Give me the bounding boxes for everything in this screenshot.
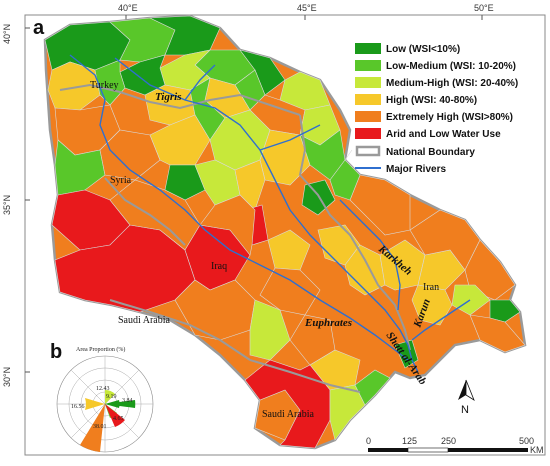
lat-tick-30: 30°N — [2, 367, 12, 387]
legend-label-medium-high: Medium-High (WSI: 20-40%) — [386, 78, 518, 89]
lon-tick-50: 50°E — [474, 3, 494, 13]
inset-value-6: 4.65 — [113, 416, 124, 422]
legend-label-extremely-high: Extremely High (WSI>80%) — [386, 112, 513, 123]
river-karun — [411, 299, 471, 341]
lon-tick-40: 40°E — [118, 3, 138, 13]
scale-bar: 0 125 250 500 KM — [366, 436, 544, 455]
inset-value-1: 12.43 — [96, 386, 110, 392]
legend-label-boundary: National Boundary — [386, 147, 475, 158]
panel-label-a: a — [33, 17, 45, 39]
legend-swatch-high — [355, 94, 381, 105]
inset-sector-medium-high — [105, 389, 115, 404]
label-syria: Syria — [110, 175, 132, 186]
legend: Low (WSI<10%) Low-Medium (WSI: 10-20%) M… — [355, 43, 518, 175]
legend-swatch-low-medium — [355, 60, 381, 71]
legend-swatch-medium-high — [355, 77, 381, 88]
lat-tick-35: 35°N — [2, 195, 12, 215]
legend-label-high: High (WSI: 40-80%) — [386, 95, 477, 106]
lon-tick-45: 45°E — [297, 3, 317, 13]
legend-swatch-extremely-high — [355, 111, 381, 122]
scale-unit: KM — [530, 445, 544, 455]
label-saudi-arabia-south: Saudi Arabia — [262, 409, 314, 420]
label-iraq: Iraq — [211, 261, 227, 272]
label-saudi-arabia-north: Saudi Arabia — [118, 315, 170, 326]
scale-label-0: 0 — [366, 436, 371, 446]
north-arrow: N — [458, 379, 475, 416]
label-tigris: Tigris — [155, 91, 182, 103]
inset-title: Area Proportion (%) — [76, 346, 125, 353]
north-label: N — [461, 404, 469, 416]
label-euphrates: Euphrates — [304, 317, 352, 329]
legend-swatch-boundary — [355, 145, 381, 157]
legend-label-low: Low (WSI<10%) — [386, 44, 460, 55]
scale-label-125: 125 — [402, 436, 417, 446]
inset-sector-extremely-high — [80, 404, 105, 452]
major-rivers — [69, 54, 471, 373]
label-iran: Iran — [423, 282, 439, 293]
area-proportion-inset: Area Proportion (%) 12.43 9.19 16.56 38.… — [56, 346, 154, 453]
inset-value-5: 3.84 — [122, 398, 133, 404]
legend-label-rivers: Major Rivers — [386, 164, 446, 175]
river-karkheh — [339, 199, 401, 311]
legend-label-arid: Arid and Low Water Use — [386, 129, 501, 140]
legend-swatch-low — [355, 43, 381, 54]
scale-label-250: 250 — [441, 436, 456, 446]
legend-swatch-arid — [355, 128, 381, 139]
inset-sector-arid — [105, 404, 125, 427]
river-tigris — [114, 57, 409, 346]
inset-value-3: 16.56 — [71, 404, 85, 410]
lat-tick-40: 40°N — [2, 24, 12, 44]
panel-label-b: b — [50, 341, 62, 363]
inset-sector-high — [85, 398, 105, 410]
river-euphrates — [69, 54, 409, 361]
river-shatt — [407, 344, 419, 373]
inset-value-4: 38.01 — [93, 424, 107, 430]
legend-label-low-medium: Low-Medium (WSI: 10-20%) — [386, 61, 516, 72]
inset-value-2: 9.19 — [106, 394, 117, 400]
scale-label-500: 500 — [519, 436, 534, 446]
label-turkey: Turkey — [90, 80, 119, 91]
